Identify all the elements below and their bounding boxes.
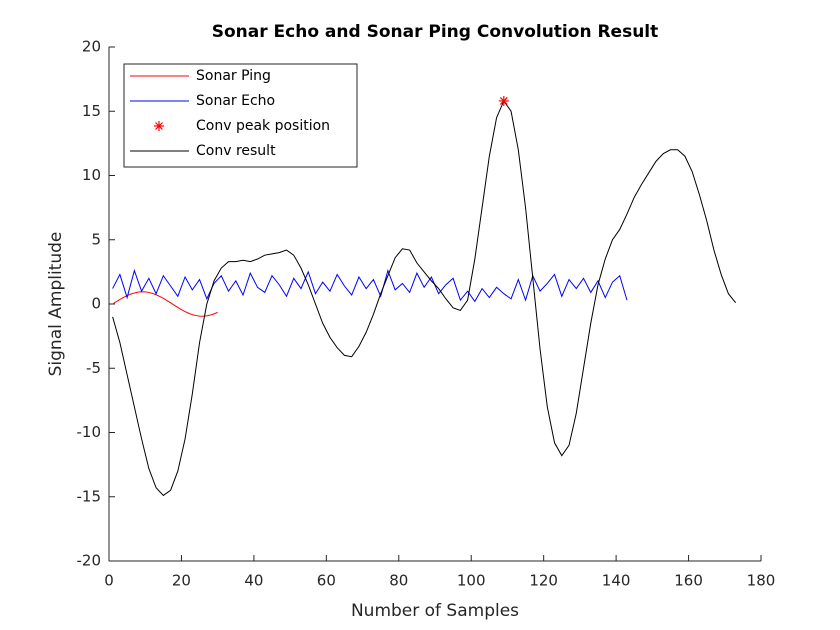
data-point [498, 95, 509, 106]
legend-label: Sonar Echo [196, 93, 275, 109]
marker-stroke [155, 122, 163, 130]
x-tick-label: 140 [602, 572, 631, 590]
x-tick-label: 40 [244, 572, 263, 590]
x-tick-label: 100 [457, 572, 486, 590]
series-line [112, 268, 628, 303]
legend-label: Sonar Ping [196, 68, 271, 84]
legend-label: Conv peak position [196, 118, 330, 134]
y-axis-label: Signal Amplitude [46, 232, 66, 377]
x-tick-label: 180 [747, 572, 776, 590]
y-tick-label: -15 [77, 487, 102, 505]
x-tick-label: 20 [172, 572, 191, 590]
chart-title: Sonar Echo and Sonar Ping Convolution Re… [212, 22, 659, 42]
y-tick-label: 10 [82, 166, 101, 184]
legend-box [123, 63, 358, 168]
series-line [112, 99, 737, 497]
x-tick-label: 120 [529, 572, 558, 590]
y-tick-label: -10 [77, 423, 102, 441]
y-tick-label: 15 [82, 102, 101, 120]
x-tick-label: 160 [674, 572, 703, 590]
y-tick-label: 20 [82, 38, 101, 56]
series-line [112, 291, 218, 317]
x-tick-label: 80 [389, 572, 408, 590]
marker-stroke [499, 97, 508, 105]
y-tick-label: 5 [91, 230, 101, 248]
legend-label: Conv result [196, 143, 276, 159]
y-tick-label: 0 [91, 295, 101, 313]
x-axis-label: Number of Samples [351, 601, 519, 621]
x-tick-label: 0 [104, 572, 114, 590]
y-tick-label: -20 [77, 552, 102, 570]
y-tick-label: -5 [86, 359, 101, 377]
legend-marker [154, 121, 164, 131]
x-tick-label: 60 [317, 572, 336, 590]
